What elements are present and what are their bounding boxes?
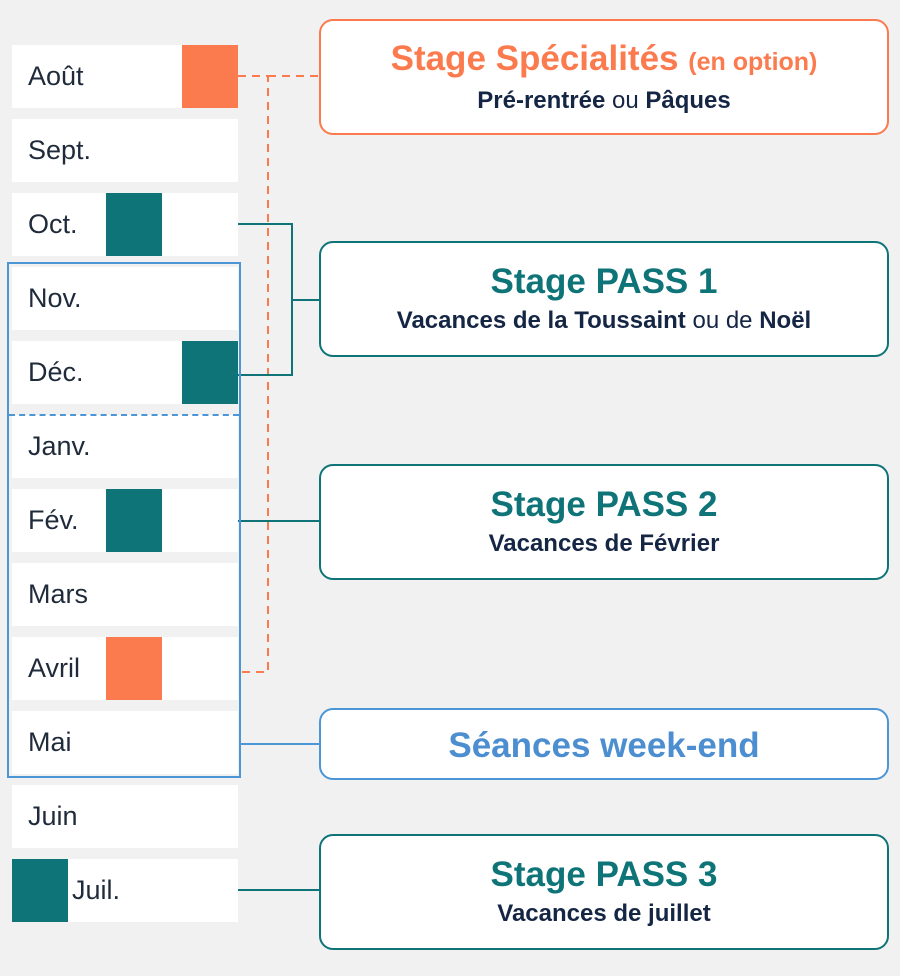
seances-weekend-title: Séances week-end (448, 726, 760, 765)
stage-specialites-sub-or: ou (611, 87, 639, 114)
month-row: Janv. (12, 415, 238, 478)
teal-marker (106, 193, 162, 256)
stage-pass3-title: Stage PASS 3 (490, 855, 718, 894)
stage-pass2-box: Stage PASS 2 Vacances de Février (319, 464, 889, 580)
month-row: Mars (12, 563, 238, 626)
stage-pass2-sub: Vacances de Février (488, 530, 720, 557)
stage-specialites-sub-b: Pâques (645, 87, 731, 114)
stage-pass1-title: Stage PASS 1 (490, 262, 718, 301)
month-label: Janv. (28, 431, 91, 461)
month-label: Sept. (28, 135, 92, 165)
month-label: Juil. (72, 875, 121, 905)
month-row: Mai (12, 711, 238, 774)
stage-specialites-option: (en option) (688, 48, 818, 76)
month-row: Fév. (12, 489, 238, 552)
teal-marker (106, 489, 162, 552)
month-row: Sept. (12, 119, 238, 182)
month-row: Avril (12, 637, 238, 700)
stage-pass3-sub: Vacances de juillet (497, 900, 711, 927)
month-row: Juin (12, 785, 238, 848)
stage-specialites-box: Stage Spécialités (en option) Pré-rentré… (319, 19, 889, 135)
month-label: Avril (28, 653, 81, 683)
month-label: Nov. (28, 283, 82, 313)
month-label: Juin (28, 801, 78, 831)
seances-weekend-box: Séances week-end (319, 708, 889, 780)
month-row: Oct. (12, 193, 238, 256)
month-label: Oct. (28, 209, 78, 239)
month-label: Mars (28, 579, 88, 609)
stage-pass1-sub-b: Noël (759, 307, 812, 334)
stage-specialites-sub-a: Pré-rentrée (477, 87, 606, 114)
teal-marker (182, 341, 238, 404)
teal-marker (12, 859, 68, 922)
orange-marker (106, 637, 162, 700)
stage-pass1-sub-or: ou de (692, 307, 753, 334)
weekend-period-frame (7, 262, 241, 778)
month-label: Fév. (28, 505, 79, 535)
month-label: Mai (28, 727, 72, 757)
stage-pass1-sub-a: Vacances de la Toussaint (396, 307, 686, 334)
year-divider (9, 414, 239, 416)
stage-specialites-title: Stage Spécialités (390, 39, 679, 78)
stage-pass1-box: Stage PASS 1 Vacances de la Toussaint ou… (319, 241, 889, 357)
month-row: Août (12, 45, 238, 108)
month-row: Déc. (12, 341, 238, 404)
month-label: Déc. (28, 357, 84, 387)
month-row: Juil. (12, 859, 238, 922)
month-label: Août (28, 61, 84, 91)
stage-pass3-box: Stage PASS 3 Vacances de juillet (319, 834, 889, 950)
stage-pass2-title: Stage PASS 2 (490, 485, 718, 524)
month-row: Nov. (12, 267, 238, 330)
orange-marker (182, 45, 238, 108)
